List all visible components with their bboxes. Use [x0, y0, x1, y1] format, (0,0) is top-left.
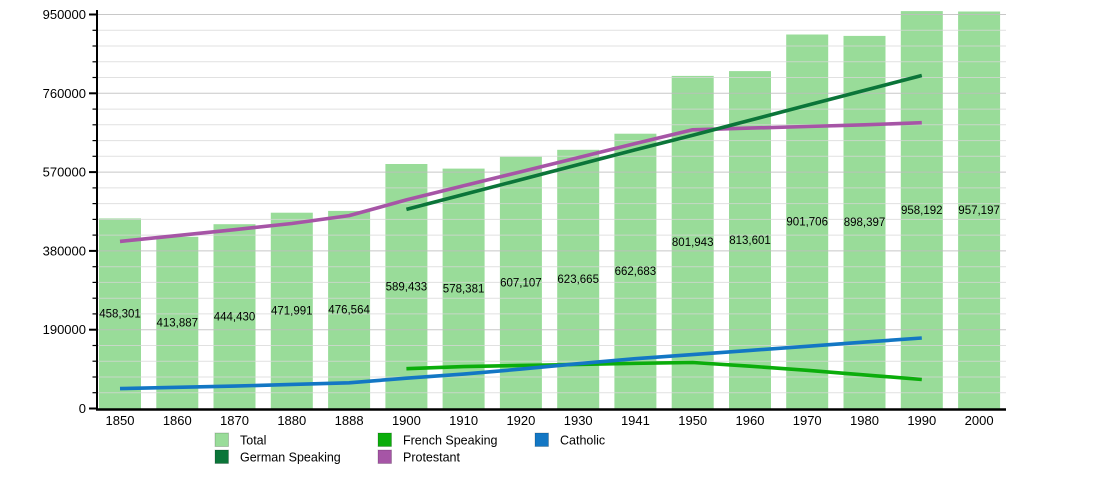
bar-value-label-1870: 444,430	[214, 311, 256, 323]
legend-label-protestant: Protestant	[403, 451, 461, 465]
y-tick-label: 0	[79, 401, 86, 416]
x-tick-label-1888: 1888	[335, 413, 364, 428]
x-tick-label-1910: 1910	[449, 413, 478, 428]
x-tick-label-1970: 1970	[793, 413, 822, 428]
y-tick-label: 950000	[43, 7, 86, 22]
legend-label-catholic: Catholic	[560, 434, 605, 448]
bar-value-label-1860: 413,887	[157, 318, 199, 330]
y-tick-labels: 0 190000 380000 570000 760000 950000	[43, 7, 86, 416]
legend-item-german-speaking: German Speaking	[214, 449, 341, 465]
legend-swatch-total	[214, 432, 229, 447]
bar-1910	[442, 168, 485, 410]
bars-group	[99, 11, 1001, 410]
legend-swatch-french-speaking	[377, 432, 392, 447]
legend-swatch-catholic	[534, 432, 549, 447]
legend-item-catholic: Catholic	[534, 432, 605, 448]
bar-value-label-1950: 801,943	[672, 237, 714, 249]
bar-1980	[843, 35, 886, 410]
bar-value-label-1930: 623,665	[557, 274, 599, 286]
legend-swatch-protestant	[377, 449, 392, 464]
x-tick-label-1990: 1990	[907, 413, 936, 428]
y-tick-label: 190000	[43, 322, 86, 337]
line-french-speaking	[406, 360, 922, 382]
legend-label-french-speaking: French Speaking	[403, 434, 498, 448]
x-tick-label-2000: 2000	[965, 413, 994, 428]
x-tick-label-1870: 1870	[220, 413, 249, 428]
bar-value-label-1970: 901,706	[786, 217, 828, 229]
bar-value-label-1900: 589,433	[386, 281, 428, 293]
y-tick-label: 760000	[43, 86, 86, 101]
bar-1860	[156, 236, 199, 410]
x-tick-label-1920: 1920	[506, 413, 535, 428]
line-catholic	[119, 336, 922, 391]
y-tick-label: 380000	[43, 243, 86, 258]
bar-value-label-1920: 607,107	[500, 278, 542, 290]
bar-1888	[328, 210, 371, 410]
bar-value-label-1888: 476,564	[328, 305, 370, 317]
line-series-group	[119, 73, 923, 391]
x-tick-label-1980: 1980	[850, 413, 879, 428]
x-tick-label-1941: 1941	[621, 413, 650, 428]
bar-value-label-1880: 471,991	[271, 306, 313, 318]
x-tick-label-1930: 1930	[564, 413, 593, 428]
y-tick-label: 570000	[43, 165, 86, 180]
axes-group	[89, 10, 1006, 411]
legend-item-total: Total	[214, 432, 266, 448]
bar-1870	[213, 224, 256, 410]
bar-value-label-1990: 958,192	[901, 205, 943, 217]
legend-label-total: Total	[240, 434, 266, 448]
x-tick-label-1850: 1850	[106, 413, 135, 428]
legend-label-german-speaking: German Speaking	[240, 451, 341, 465]
bar-value-labels: 458,301 413,887 444,430 471,991 476,564 589,4…	[99, 205, 1000, 330]
legend-item-french-speaking: French Speaking	[377, 432, 498, 448]
x-tick-labels: 1850 1860 1870 1880 1888 1900 1910 1920 1930 1941…	[106, 413, 994, 428]
bar-value-label-1941: 662,683	[615, 266, 657, 278]
line-german-speaking	[405, 73, 923, 212]
x-tick-label-1880: 1880	[277, 413, 306, 428]
x-tick-label-1900: 1900	[392, 413, 421, 428]
bar-value-label-1850: 458,301	[99, 309, 141, 321]
legend-swatch-german-speaking	[214, 449, 229, 464]
x-tick-label-1860: 1860	[163, 413, 192, 428]
legend-item-protestant: Protestant	[377, 449, 461, 465]
bar-value-label-1910: 578,381	[443, 284, 485, 296]
gridlines-group	[97, 14, 1006, 394]
bar-value-label-1980: 898,397	[844, 217, 886, 229]
bar-value-label-1960: 813,601	[729, 235, 771, 247]
bar-value-label-2000: 957,197	[958, 205, 1000, 217]
legend: Total French Speaking Catholic German Speak…	[214, 432, 605, 465]
line-protestant	[119, 120, 922, 244]
x-tick-label-1960: 1960	[736, 413, 765, 428]
x-tick-label-1950: 1950	[678, 413, 707, 428]
